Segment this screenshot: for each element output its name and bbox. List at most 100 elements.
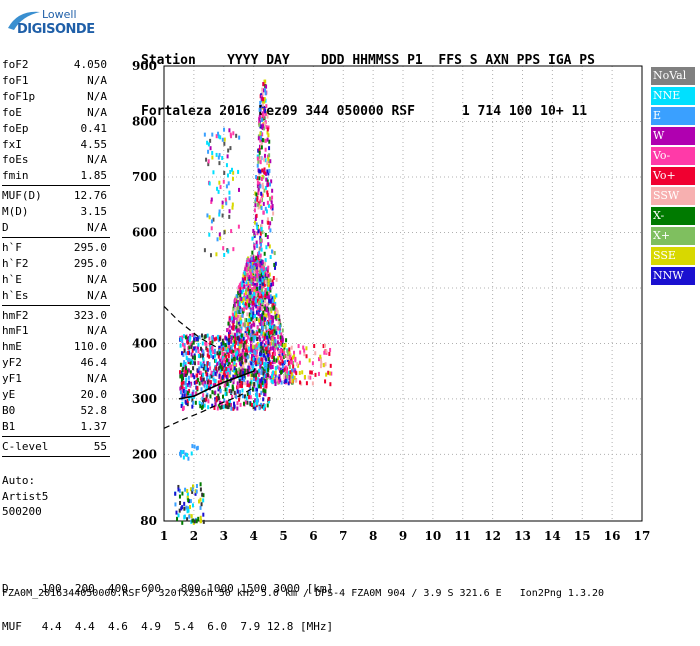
echo-point [283,361,286,366]
echo-point [211,132,214,137]
echo-point [329,382,332,387]
echo-point [218,153,221,158]
echo-point [258,117,261,122]
echo-point [225,354,228,359]
echo-point [188,380,191,385]
echo-point [281,339,284,344]
echo-point [305,346,308,351]
echo-point [259,363,262,368]
echo-point [327,370,330,375]
echo-point [218,386,221,391]
echo-point [250,323,253,328]
echo-point [260,124,263,129]
echo-point [203,335,206,340]
echo-point [228,332,231,337]
echo-point [259,231,262,236]
echo-point [187,335,190,340]
echo-point [253,349,256,354]
echo-point [256,325,259,330]
echo-point [256,293,259,298]
echo-point [281,351,284,356]
echo-point [227,353,230,358]
echo-point [244,267,247,272]
echo-point [272,355,275,360]
echo-point [182,380,185,385]
param-key: fxI [2,137,22,151]
echo-point [239,383,242,388]
echo-point [243,270,246,275]
echo-point [252,356,255,361]
echo-point [265,177,268,182]
echo-point [181,338,184,343]
echo-point [243,394,246,399]
echo-point [227,368,230,373]
echo-point [252,274,255,279]
header-labels: Station YYYY DAY DDD HHMMSS P1 FFS S AXN… [141,53,595,68]
echo-point [297,344,300,349]
echo-point [261,404,264,409]
echo-point [254,191,257,196]
echo-point [260,141,263,146]
echo-point [207,162,210,167]
echo-point [264,206,267,211]
echo-point [272,341,275,346]
echo-point [233,404,236,409]
muf-row: MUF 4.4 4.4 4.6 4.9 5.4 6.0 7.9 12.8 [MH… [2,619,334,633]
echo-point [179,386,182,391]
echo-point [266,353,269,358]
echo-point [236,385,239,390]
echo-point [199,404,202,409]
param-value: 4.55 [80,137,108,151]
echo-point [242,276,245,281]
echo-point [264,147,267,152]
echo-point [262,303,265,308]
echo-point [192,518,195,523]
echo-point [265,350,268,355]
echo-point [245,340,248,345]
param-key: h`F [2,240,22,254]
echo-point [251,372,254,377]
echo-point [254,335,257,340]
echo-point [225,369,228,374]
echo-point [246,380,249,385]
echo-point [254,387,257,392]
echo-point [250,356,253,361]
echo-point [284,342,287,347]
param-row-fof1p: foF1p N/A [2,89,107,105]
echo-point [232,335,235,340]
echo-point [237,169,240,174]
echo-point [260,299,263,304]
echo-point [240,381,243,386]
echo-point [184,452,187,457]
echo-point [286,371,289,376]
echo-point [246,383,249,388]
echo-point [265,245,268,250]
echo-point [279,335,282,340]
echo-point [183,506,186,511]
echo-point [256,379,259,384]
echo-point [199,487,202,492]
echo-point [250,317,253,322]
echo-point [285,338,288,343]
echo-point [219,368,222,373]
echo-point [318,357,321,362]
echo-point [188,383,191,388]
echo-point [191,444,194,449]
echo-point [269,375,272,380]
echo-point [269,278,272,283]
echo-point [259,199,262,204]
echo-point [248,284,251,289]
echo-point [174,502,177,507]
echo-point [253,288,256,293]
echo-point [261,323,264,328]
echo-point [194,346,197,351]
echo-point [246,299,249,304]
echo-point [242,297,245,302]
echo-point [248,365,251,370]
echo-point [180,370,183,375]
echo-point [245,328,248,333]
echo-point [249,268,252,273]
echo-point [239,293,242,298]
echo-point [244,400,247,405]
echo-point [259,235,262,240]
